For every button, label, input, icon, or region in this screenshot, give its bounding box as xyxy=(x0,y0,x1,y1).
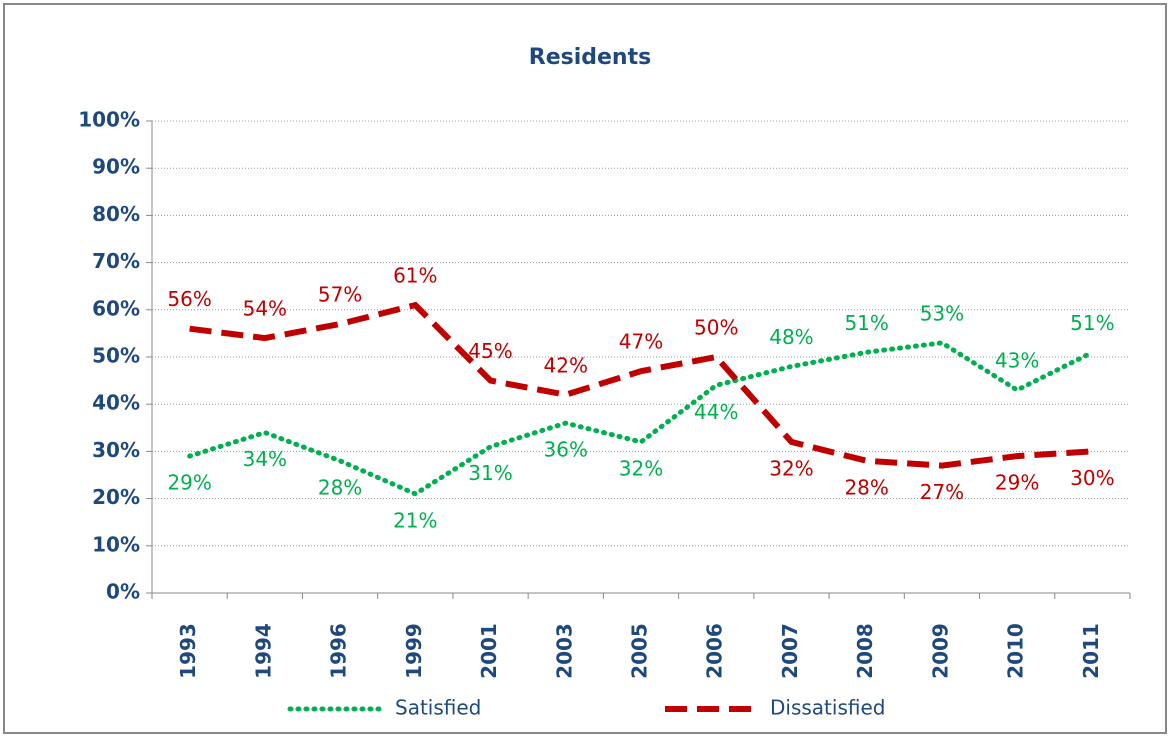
data-label: 28% xyxy=(844,475,888,499)
data-label: 34% xyxy=(243,447,287,471)
data-label: 29% xyxy=(167,471,211,495)
series-line xyxy=(189,301,1093,469)
y-tick-label: 90% xyxy=(92,155,140,179)
data-label: 42% xyxy=(544,353,588,377)
data-label: 31% xyxy=(468,461,512,485)
legend-label: Satisfied xyxy=(395,696,481,720)
y-tick-label: 20% xyxy=(92,485,140,509)
data-label: 57% xyxy=(318,282,362,306)
x-tick-label: 2003 xyxy=(552,623,576,679)
series-line xyxy=(187,340,1095,497)
x-tick-label: 2008 xyxy=(853,623,877,679)
data-label: 32% xyxy=(619,456,663,480)
data-label: 61% xyxy=(393,264,437,288)
legend-label: Dissatisfied xyxy=(770,696,885,720)
x-tick-label: 2009 xyxy=(928,623,952,679)
chart-frame xyxy=(3,3,1167,734)
data-label: 44% xyxy=(694,400,738,424)
data-label: 54% xyxy=(243,297,287,321)
data-label: 47% xyxy=(619,330,663,354)
x-tick-label: 2010 xyxy=(1004,623,1028,679)
data-label: 21% xyxy=(393,508,437,532)
y-tick-label: 70% xyxy=(92,249,140,273)
x-tick-label: 2011 xyxy=(1079,623,1103,679)
data-label: 36% xyxy=(544,438,588,462)
y-tick-label: 0% xyxy=(106,580,140,604)
chart-title: Residents xyxy=(529,45,651,70)
data-label: 50% xyxy=(694,316,738,340)
data-label: 51% xyxy=(844,311,888,335)
data-label: 45% xyxy=(468,339,512,363)
data-label: 51% xyxy=(1070,311,1114,335)
data-label: 48% xyxy=(769,325,813,349)
data-label: 27% xyxy=(920,480,964,504)
x-tick-label: 2005 xyxy=(628,623,652,679)
data-label: 30% xyxy=(1070,466,1114,490)
x-tick-label: 2001 xyxy=(477,623,501,679)
data-label: 29% xyxy=(995,471,1039,495)
y-tick-label: 40% xyxy=(92,391,140,415)
y-tick-label: 80% xyxy=(92,202,140,226)
y-tick-label: 100% xyxy=(78,108,140,132)
x-tick-label: 2007 xyxy=(778,623,802,679)
y-tick-label: 30% xyxy=(92,438,140,462)
data-label: 32% xyxy=(769,456,813,480)
x-tick-label: 1993 xyxy=(176,623,200,679)
y-tick-label: 10% xyxy=(92,532,140,556)
data-label: 53% xyxy=(920,301,964,325)
data-label: 43% xyxy=(995,349,1039,373)
y-tick-label: 60% xyxy=(92,296,140,320)
x-tick-label: 1999 xyxy=(402,623,426,679)
y-tick-label: 50% xyxy=(92,344,140,368)
x-tick-label: 1996 xyxy=(327,623,351,679)
data-label: 56% xyxy=(167,287,211,311)
x-tick-label: 2006 xyxy=(703,623,727,679)
data-label: 28% xyxy=(318,475,362,499)
x-tick-label: 1994 xyxy=(251,623,275,679)
